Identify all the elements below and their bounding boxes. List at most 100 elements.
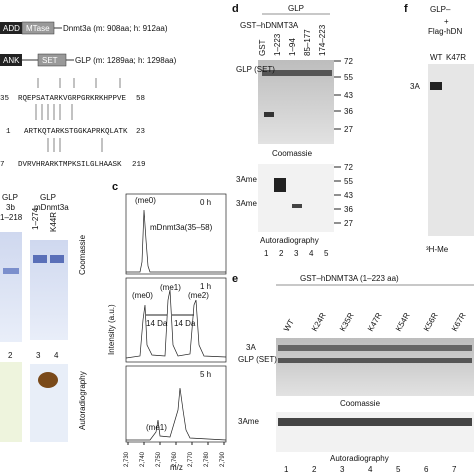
substrate-label: GST–hDNMT3A (1–223 aa) [300, 274, 399, 283]
seq-start: 7 [0, 161, 5, 169]
lane-number: 3 [294, 249, 299, 258]
lane-label: K47R [446, 53, 466, 62]
enzyme-label: GLP– [430, 5, 451, 14]
protein-label: Dnmt3a (m: 908aa; h: 912aa) [63, 24, 168, 33]
lane-number: 2 [312, 465, 317, 474]
lane-label: GST [258, 39, 267, 56]
domain: MTase [26, 24, 50, 33]
x-tick-label: 2,740 [140, 451, 146, 467]
lane-label: 174–223 [318, 24, 327, 56]
domain: SET [42, 56, 58, 65]
lane-label: 1–223 [273, 33, 282, 56]
seq-start: 1 [6, 128, 11, 136]
band-label: 3A [246, 343, 256, 352]
stain-label: Autoradiography [330, 454, 389, 463]
marker-label: 43 [344, 191, 353, 200]
seq-end: 58 [136, 95, 145, 103]
shift-label: 14 Da [146, 319, 168, 328]
marker-label: 43 [344, 91, 353, 100]
time-label: 1 h [200, 282, 211, 291]
marker-label: 27 [344, 219, 353, 228]
marker-label: 72 [344, 57, 353, 66]
x-tick-label: 2,790 [220, 451, 226, 467]
label: ³H-Me [426, 245, 449, 254]
lane-label: K47R [366, 311, 384, 333]
lane-number: 1 [264, 249, 269, 258]
seq-start: 35 [0, 95, 10, 103]
stain-label: Autoradiography [78, 371, 87, 430]
lane-label: K67R [450, 311, 468, 333]
peak-label: (me0) [132, 291, 153, 300]
x-tick-label: 2,770 [188, 451, 194, 467]
lane-number: 2 [8, 351, 13, 360]
panel-letter: d [232, 3, 239, 15]
sequence: RQEPSATARKVGRPGRKRKHPPVE [18, 95, 127, 103]
band-label: 3Ame [236, 199, 257, 208]
band-label: 3A [410, 82, 420, 91]
lane-label: 1–274 [31, 207, 40, 230]
lane-label: K24R [310, 311, 328, 333]
gel-label: GLP [40, 193, 56, 202]
panel-letter: c [112, 181, 118, 193]
panel-letter: f [404, 3, 408, 15]
sequence: ARTKQTARKSTGGKAPRKQLATK [24, 128, 128, 136]
lane-number: 2 [279, 249, 284, 258]
x-ticks: 2,730 2,740 2,750 2,760 2,770 2,780 2,790 [124, 442, 226, 467]
x-tick-label: 2,750 [156, 451, 162, 467]
marker-label: 55 [344, 73, 353, 82]
lane-number: 4 [309, 249, 314, 258]
band-label: 3Ame [238, 417, 259, 426]
domain: ADD [3, 24, 20, 33]
lane-label: WT [282, 318, 296, 333]
marker-label: 36 [344, 107, 353, 116]
band-label: GLP (SET) [236, 65, 275, 74]
x-tick-label: 2,760 [172, 451, 178, 467]
lane-label: K54R [394, 311, 412, 333]
plus: + [444, 17, 449, 26]
stain-label: Autoradiography [260, 236, 319, 245]
sequence-alignment [35, 78, 121, 152]
gel-label: mDnmt3a [34, 203, 69, 212]
lane-number: 3 [36, 351, 41, 360]
lane-number: 7 [452, 465, 457, 474]
band-label: GLP (SET) [238, 355, 277, 364]
peak-label: (me2) [188, 291, 209, 300]
lane-number: 1 [284, 465, 289, 474]
marker-label: 72 [344, 163, 353, 172]
lane-label: K56R [422, 311, 440, 333]
time-label: 0 h [200, 198, 211, 207]
stain-label: Coomassie [78, 234, 87, 275]
peptide-label: mDnmt3a(35–58) [150, 223, 213, 232]
panel-letter: e [232, 273, 238, 285]
enzyme-label: GLP [288, 4, 304, 13]
lane-number: 4 [368, 465, 373, 474]
time-label: 5 h [200, 370, 211, 379]
gel-label: 3b [6, 203, 15, 212]
lane-label: K35R [338, 311, 356, 333]
peak-label: (me0) [135, 196, 156, 205]
lane-number: 3 [340, 465, 345, 474]
marker-label: 36 [344, 205, 353, 214]
gel-label: GLP [2, 193, 18, 202]
substrate-label: GST–hDNMT3A [240, 21, 299, 30]
stain-label: Coomassie [340, 399, 381, 408]
lane-label: 85–177 [303, 29, 312, 56]
x-tick-label: 2,780 [204, 451, 210, 467]
lane-number: 5 [396, 465, 401, 474]
seq-end: 23 [136, 128, 146, 136]
domain-diagram: ADD MTase Dnmt3a (m: 908aa; h: 912aa) AN… [0, 21, 177, 67]
seq-end: 219 [132, 161, 146, 169]
protein-label: GLP (m: 1289aa; h: 1298aa) [75, 56, 177, 65]
lane-label: 1–94 [288, 38, 297, 56]
marker-label: 55 [344, 177, 353, 186]
lane-number: 4 [54, 351, 59, 360]
peak-label: (me1) [146, 423, 167, 432]
y-axis-label: Intensity (a.u.) [107, 304, 116, 355]
lane-number: 6 [424, 465, 429, 474]
band-label: 3Ame [236, 175, 257, 184]
sequence: DVRVHRARKTMPKSILGLHAASK [18, 161, 122, 169]
x-axis-label: m/z [170, 463, 183, 472]
peak-label: (me1) [160, 283, 181, 292]
lane-label: K44R [49, 212, 58, 232]
